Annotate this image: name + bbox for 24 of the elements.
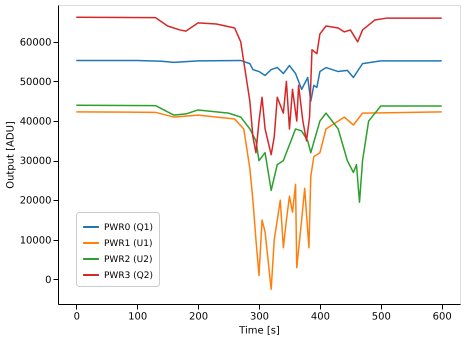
y-tick-label: 10000	[20, 235, 52, 246]
legend-label: PWR3 (Q2)	[104, 271, 153, 281]
legend-label: PWR1 (U1)	[104, 239, 153, 249]
y-tick-label: 40000	[20, 116, 52, 128]
x-tick-label: 100	[128, 312, 148, 322]
x-tick-label: 600	[432, 312, 452, 322]
x-tick-label: 200	[189, 312, 208, 322]
line-series	[76, 111, 442, 290]
legend-label: PWR0 (Q1)	[104, 223, 153, 233]
x-tick-label: 0	[74, 312, 80, 322]
legend-label: PWR2 (U2)	[104, 255, 153, 265]
y-tick-label: 30000	[20, 156, 52, 168]
line-series	[76, 104, 442, 203]
y-axis-title: Output [ADU]	[6, 121, 17, 189]
line-series	[76, 60, 442, 102]
y-tick-label: 0	[45, 274, 52, 286]
line-series	[76, 16, 442, 156]
y-tick-label: 50000	[20, 76, 52, 88]
y-tick-label: 60000	[20, 37, 52, 48]
x-axis-title: Time [s]	[238, 326, 280, 336]
x-tick-label: 300	[250, 312, 270, 322]
x-tick-label: 500	[372, 312, 391, 322]
y-tick-label: 20000	[20, 196, 52, 207]
x-tick-label: 400	[310, 312, 330, 322]
